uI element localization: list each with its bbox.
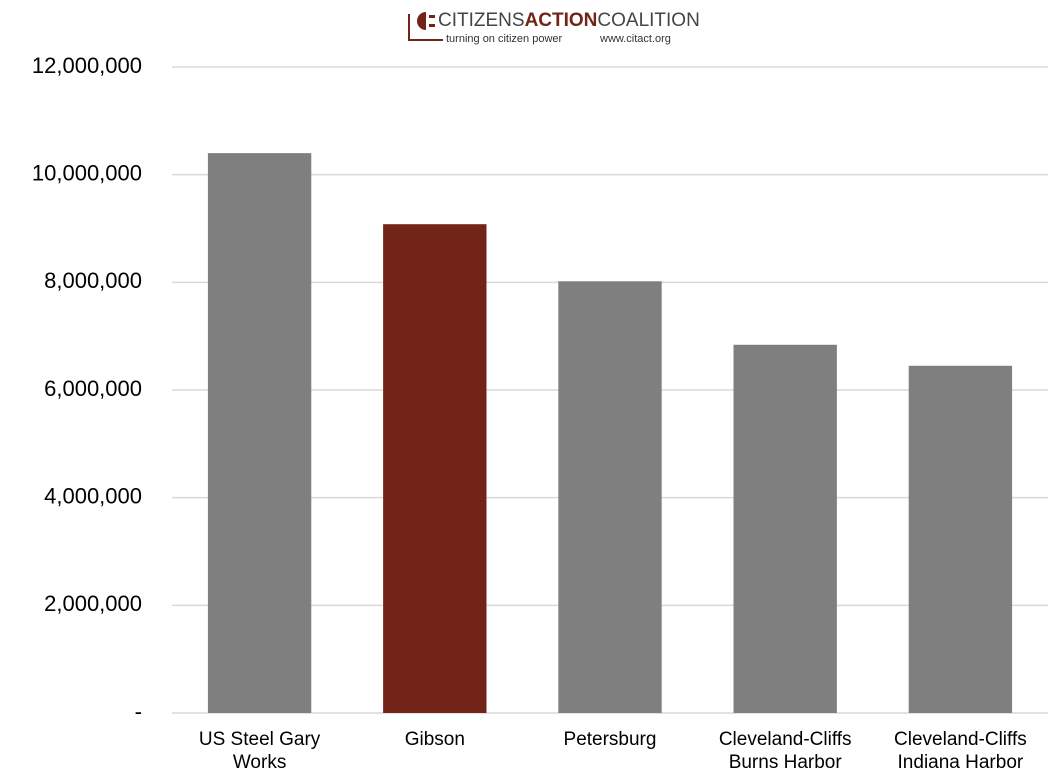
x-tick-label: Petersburg	[563, 729, 657, 750]
y-tick-label: 8,000,000	[44, 268, 142, 293]
logo-name-part: CITIZENS	[438, 10, 525, 31]
y-tick-label: 12,000,000	[32, 53, 142, 78]
x-tick-label: US Steel Gary Works	[198, 729, 321, 773]
logo: CITIZENSACTIONCOALITION turning on citiz…	[408, 10, 700, 45]
y-tick-label: 10,000,000	[32, 160, 142, 185]
bar	[558, 281, 662, 713]
logo-icon	[429, 15, 435, 18]
y-tick-label: 4,000,000	[44, 483, 142, 508]
logo-url: www.citact.org	[599, 33, 671, 45]
bar	[207, 153, 312, 714]
x-tick-label: Gibson	[404, 729, 465, 750]
logo-tagline: turning on citizen power	[446, 33, 563, 45]
y-tick-label: -	[135, 699, 142, 724]
bar	[383, 224, 487, 713]
y-tick-label: 2,000,000	[44, 591, 142, 616]
bar	[908, 365, 1013, 713]
bar	[733, 344, 837, 713]
logo-name-part: COALITION	[597, 10, 699, 31]
x-tick-label: Cleveland-Cliffs Indiana Harbor	[894, 729, 1027, 773]
x-tick-label: Cleveland-Cliffs Burns Harbor	[718, 729, 852, 773]
logo-icon	[416, 12, 426, 30]
y-tick-label: 6,000,000	[44, 376, 142, 401]
logo-name: CITIZENSACTIONCOALITION	[438, 10, 700, 31]
logo-name-part: ACTION	[525, 10, 598, 31]
logo-icon	[429, 24, 435, 27]
logo-line	[408, 14, 443, 41]
